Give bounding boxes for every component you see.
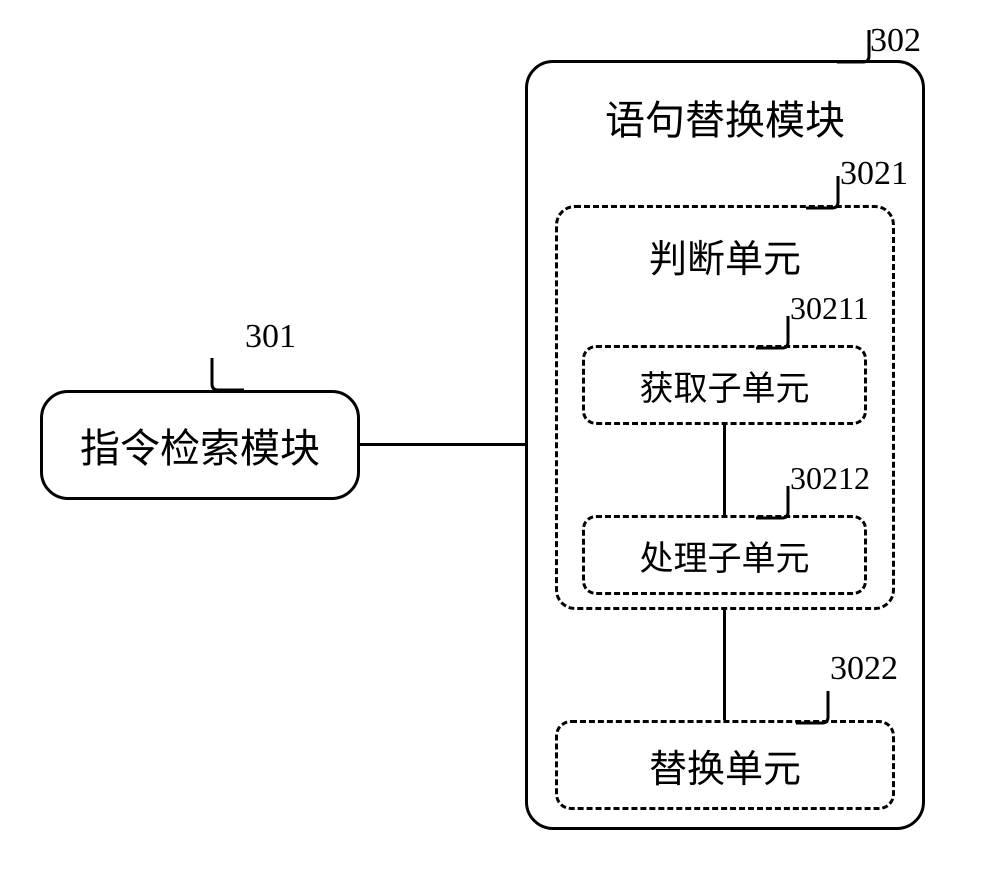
ref-301: 301: [245, 318, 296, 356]
diagram-canvas: 指令检索模块 301 语句替换模块 302 判断单元 3021 获取子单元 30…: [0, 0, 1000, 885]
ref-3022: 3022: [830, 650, 898, 688]
hook-icon: [802, 172, 842, 212]
block-301: 指令检索模块: [40, 390, 360, 500]
block-30212-label: 处理子单元: [640, 531, 810, 580]
block-3022: 替换单元: [555, 720, 895, 810]
connector-3021-3022: [723, 610, 726, 720]
block-301-label: 指令检索模块: [80, 416, 320, 474]
block-3021-label: 判断单元: [558, 228, 892, 283]
ref-3021: 3021: [840, 155, 908, 193]
ref-30211: 30211: [790, 290, 869, 327]
block-30211-label: 获取子单元: [640, 361, 810, 410]
block-30212: 处理子单元: [582, 515, 867, 595]
hook-icon: [208, 354, 248, 394]
block-302-label: 语句替换模块: [528, 88, 922, 146]
hook-icon: [752, 482, 792, 522]
hook-icon: [833, 26, 873, 66]
block-30211: 获取子单元: [582, 345, 867, 425]
connector-301-302: [360, 443, 525, 446]
ref-30212: 30212: [790, 460, 870, 497]
hook-icon: [752, 312, 792, 352]
block-3022-label: 替换单元: [649, 738, 801, 793]
connector-30211-30212: [723, 425, 726, 515]
ref-302: 302: [870, 22, 921, 60]
hook-icon: [792, 687, 832, 727]
